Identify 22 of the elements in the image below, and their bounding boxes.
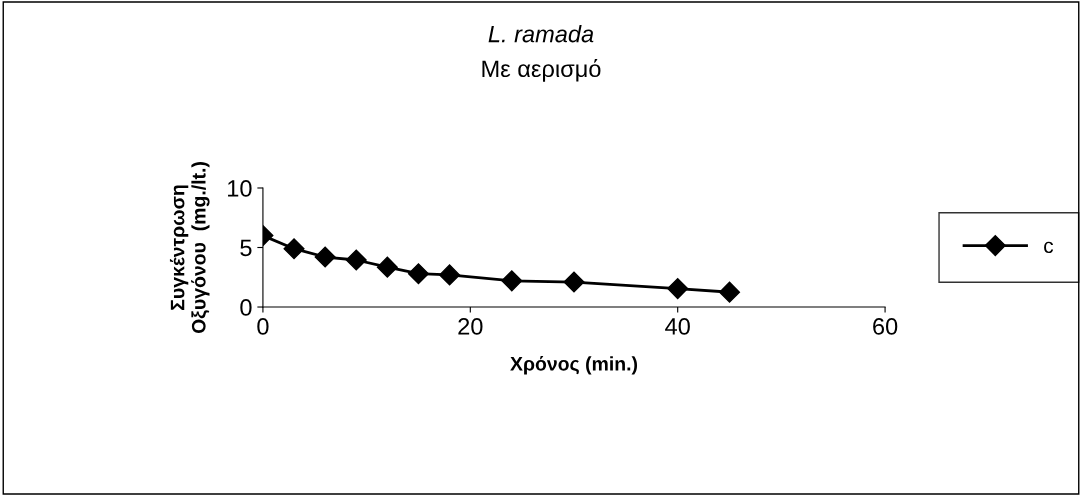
y-tick-label: 10: [228, 180, 252, 197]
x-tick-label: 0: [257, 318, 269, 335]
point: [719, 281, 741, 303]
y-axis-title: Συγκέντρωση Οξυγόνου (mg./lt.): [169, 162, 210, 334]
point: [283, 238, 305, 260]
x-tick-label: 60: [873, 318, 898, 335]
y-tick-label: 5: [240, 239, 252, 257]
x-axis-title: Χρόνος (min.): [510, 356, 638, 375]
point: [501, 270, 523, 292]
chart-title: L. ramada: [488, 25, 594, 43]
point: [407, 263, 429, 285]
point: [314, 246, 336, 268]
point: [667, 278, 689, 300]
point: [376, 256, 398, 278]
point: [439, 264, 461, 286]
legend-label: c: [1044, 241, 1054, 254]
point: [345, 249, 367, 271]
x-tick-label: 20: [458, 318, 483, 335]
point: [563, 271, 585, 293]
chart-subtitle: Με αερισμό: [482, 59, 601, 82]
y-tick-label: 0: [240, 299, 252, 316]
x-tick-label: 40: [665, 318, 690, 335]
